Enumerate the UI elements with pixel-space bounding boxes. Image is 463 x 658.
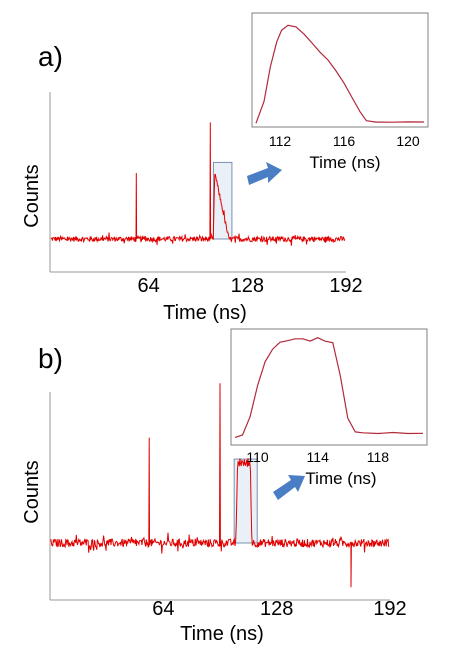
panel-b-ylabel: Counts — [21, 460, 43, 523]
panel-b-inset-xtick-label: 110 — [246, 449, 269, 465]
panel-a-inset-xtick-label: 120 — [396, 133, 420, 149]
panel-b-inset-xtick-label: 118 — [367, 449, 390, 465]
panel-a-xtick-label: 128 — [231, 275, 264, 297]
panel-a-inset-trace — [255, 24, 425, 124]
panel-a-highlight-group — [212, 161, 233, 240]
panel-a-inset-xtick-label: 116 — [333, 133, 356, 149]
panel-b-inset-tick-group: 110 114 118 — [246, 449, 389, 465]
panel-b-label: b) — [38, 343, 63, 374]
panel-a-xlabel: Time (ns) — [163, 302, 247, 324]
panel-b-inset-trace — [234, 337, 424, 438]
panel-b-inset-frame — [230, 328, 428, 446]
panel-a-inset: 112 116 120 Time (ns) — [251, 12, 429, 172]
panel-b: b) Counts 64 128 192 Time (ns) 110 114 118 T… — [21, 328, 428, 645]
panel-a-inset-tick-group: 112 116 120 — [269, 133, 420, 149]
panel-a-trace — [50, 122, 346, 246]
panel-b-inset-xtick-label: 114 — [307, 449, 330, 465]
panel-b-trace — [50, 383, 390, 588]
panel-b-xtick-label: 192 — [373, 598, 406, 620]
panel-a-label: a) — [38, 41, 63, 72]
panel-b-arrow-icon — [273, 475, 305, 500]
panel-a-xtick-label: 192 — [329, 275, 362, 297]
panel-b-tick-group: 64 128 192 — [152, 598, 406, 620]
panel-a-ylabel: Counts — [21, 164, 43, 227]
panel-a-xtick-label: 64 — [138, 275, 160, 297]
panel-a-inset-frame — [251, 12, 429, 128]
panel-b-xtick-label: 128 — [260, 598, 293, 620]
panel-a: a) Counts 64 128 192 Time (ns) 112 116 120 T… — [21, 12, 429, 324]
panel-b-xlabel: Time (ns) — [180, 623, 264, 645]
panel-a-arrow-icon — [247, 162, 282, 185]
panel-a-inset-xlabel: Time (ns) — [309, 153, 380, 172]
panel-a-inset-xtick-label: 112 — [269, 133, 292, 149]
panel-b-inset-xlabel: Time (ns) — [305, 469, 376, 488]
panel-a-tick-group: 64 128 192 — [138, 275, 363, 297]
panel-b-inset: 110 114 118 Time (ns) — [230, 328, 428, 488]
panel-b-xtick-label: 64 — [152, 598, 174, 620]
panel-a-highlight-box — [212, 161, 233, 240]
